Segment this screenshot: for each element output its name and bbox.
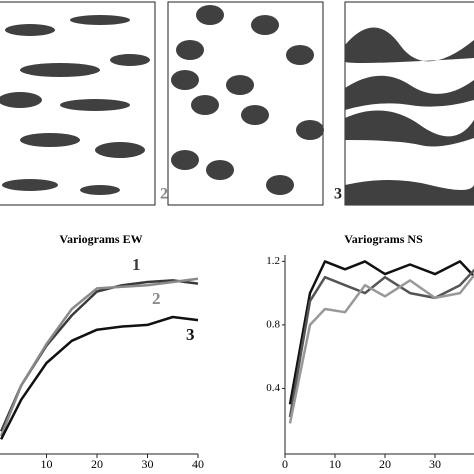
series-line bbox=[0, 277, 199, 437]
series-line bbox=[0, 279, 199, 432]
x-tick-label: 10 bbox=[41, 457, 53, 471]
series-line bbox=[288, 273, 474, 424]
y-tick-label: 0.4 bbox=[266, 382, 280, 394]
series-label: 1 bbox=[132, 255, 141, 274]
series-label: 2 bbox=[152, 289, 161, 308]
x-tick-label: 10 bbox=[329, 457, 341, 471]
panel-label: 3 bbox=[334, 186, 342, 203]
series-label: 3 bbox=[186, 325, 195, 344]
y-tick-label: 1.2 bbox=[266, 255, 280, 267]
image-panels bbox=[0, 1, 474, 206]
x-tick-label: 30 bbox=[429, 457, 441, 471]
series-line bbox=[0, 315, 199, 440]
x-tick-label: 0 bbox=[282, 457, 288, 471]
chart-title: Variograms EW bbox=[59, 232, 142, 246]
x-tick-label: 20 bbox=[91, 457, 103, 471]
x-tick-label: 20 bbox=[379, 457, 391, 471]
chart-title: Variograms NS bbox=[344, 232, 423, 246]
series-line bbox=[288, 260, 474, 405]
panel-label: 2 bbox=[160, 186, 168, 203]
series-line bbox=[288, 268, 474, 418]
y-tick-label: 0.8 bbox=[266, 318, 280, 330]
x-tick-label: 40 bbox=[192, 457, 204, 471]
x-tick-label: 30 bbox=[142, 457, 154, 471]
